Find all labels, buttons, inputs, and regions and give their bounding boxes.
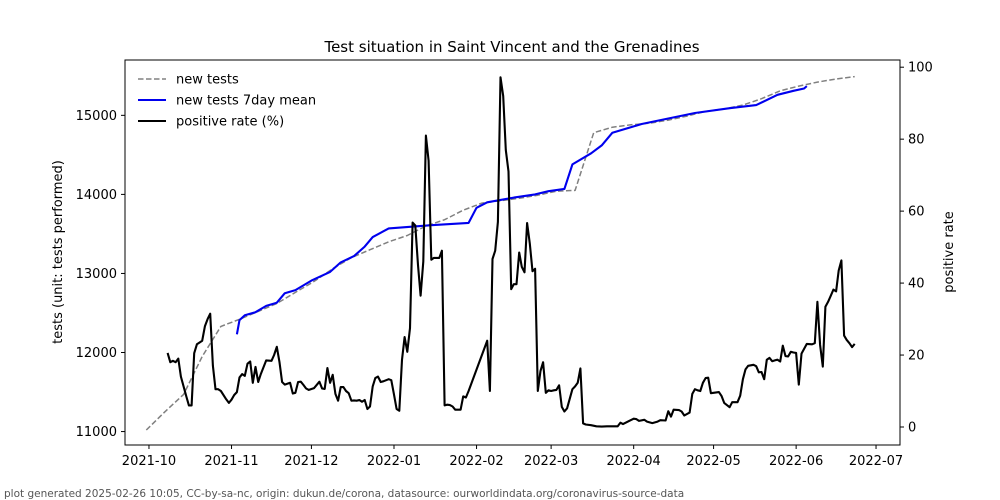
x-tick-label: 2022-01: [367, 454, 421, 469]
x-axis: 2021-10 2021-11 2021-12 2022-01 2022-02 2022-…: [122, 445, 903, 469]
series-line-2: [166, 76, 856, 428]
chart-title: Test situation in Saint Vincent and the …: [323, 38, 699, 56]
y-axis-left: 11000 12000 13000 14000 15000: [76, 109, 125, 440]
y-axis-right: 0 20 40 60 80 100: [900, 61, 933, 436]
y-tick-label: 14000: [76, 188, 117, 203]
legend: new tests new tests 7day mean positive rat…: [138, 73, 316, 130]
x-tick-label: 2022-05: [686, 454, 740, 469]
x-tick-label: 2022-02: [449, 454, 503, 469]
footer-credit: plot generated 2025-02-26 10:05, CC-by-s…: [4, 488, 684, 500]
y2-tick-label: 100: [908, 61, 933, 76]
y-tick-label: 15000: [76, 109, 117, 124]
x-tick-label: 2022-07: [849, 454, 903, 469]
y-tick-label: 12000: [76, 346, 117, 361]
legend-label-1: new tests 7day mean: [176, 94, 316, 109]
x-tick-label: 2021-12: [284, 454, 338, 469]
series-line-0: [145, 75, 855, 431]
y2-tick-label: 40: [908, 277, 925, 292]
y2-tick-label: 80: [908, 133, 925, 148]
y2-tick-label: 60: [908, 205, 925, 220]
y2-axis-label: positive rate: [942, 211, 957, 293]
y-tick-label: 11000: [76, 425, 117, 440]
plot-frame: [124, 59, 901, 446]
y2-tick-label: 0: [908, 421, 916, 436]
y-tick-label: 13000: [76, 267, 117, 282]
x-tick-label: 2021-11: [204, 454, 258, 469]
y-axis-label: tests (unit: tests performed): [51, 160, 66, 344]
legend-label-0: new tests: [176, 73, 239, 88]
x-tick-label: 2022-04: [607, 454, 661, 469]
y2-tick-label: 20: [908, 349, 925, 364]
plot-area: [145, 75, 856, 431]
series-line-1: [235, 85, 808, 335]
x-tick-label: 2022-03: [524, 454, 578, 469]
x-tick-label: 2021-10: [122, 454, 176, 469]
x-tick-label: 2022-06: [769, 454, 823, 469]
legend-label-2: positive rate (%): [176, 115, 284, 130]
